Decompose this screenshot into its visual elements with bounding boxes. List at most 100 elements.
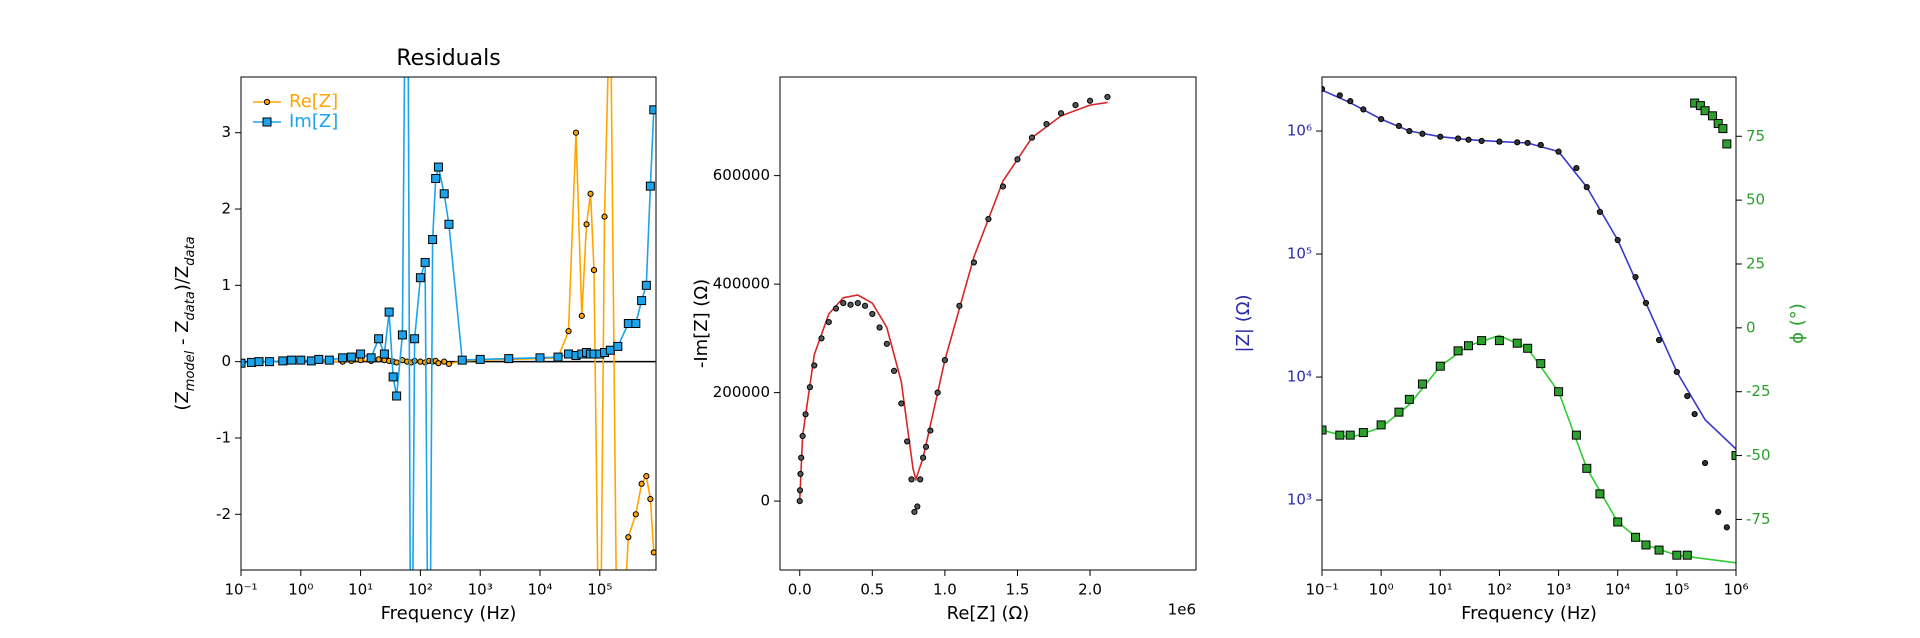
marker — [254, 357, 264, 367]
x-tick-label: 10² — [408, 581, 433, 599]
marker — [650, 549, 656, 556]
marker — [1536, 359, 1546, 369]
marker — [798, 454, 805, 461]
marker — [623, 319, 633, 328]
marker — [1360, 106, 1367, 113]
plot-area — [241, 77, 656, 570]
marker — [564, 349, 574, 359]
marker — [374, 334, 384, 344]
marker — [241, 358, 246, 368]
marker — [565, 328, 572, 335]
marker — [444, 219, 454, 229]
y-axis-label-part: |Z| (Ω) — [1233, 295, 1254, 353]
marker — [1654, 545, 1664, 555]
marker — [1419, 130, 1426, 137]
marker — [384, 307, 394, 317]
marker — [1454, 135, 1462, 142]
x-tick-label: 10⁶ — [1723, 581, 1748, 599]
x-tick-label: 1.5 — [1006, 581, 1030, 599]
x-tick-label: 2.0 — [1078, 581, 1102, 599]
marker — [645, 181, 655, 191]
marker — [796, 498, 803, 505]
marker — [854, 300, 861, 307]
marker — [908, 476, 915, 483]
marker — [1691, 410, 1698, 418]
marker — [1477, 336, 1487, 346]
marker — [1537, 141, 1544, 149]
marker — [1406, 127, 1413, 135]
marker — [1595, 489, 1605, 499]
marker — [324, 355, 334, 365]
marker — [1494, 336, 1504, 346]
x-tick-label: 10⁵ — [587, 581, 612, 599]
marker — [278, 356, 288, 366]
marker — [1358, 428, 1368, 438]
y-axis-label-part: (Z — [172, 391, 193, 410]
y-tick-label: 600000 — [713, 166, 770, 184]
marker — [1072, 102, 1079, 109]
x-tick-label: 10⁴ — [1605, 581, 1630, 599]
marker — [637, 296, 647, 306]
x-tick-label: 10⁰ — [1369, 581, 1394, 599]
chart-title: Residuals — [396, 46, 500, 71]
y-axis-label-part: - Z — [172, 320, 193, 350]
marker — [1104, 93, 1111, 101]
y-tick-label: 10⁵ — [1287, 245, 1312, 263]
y-axis-label: |Z| (Ω) — [1233, 295, 1254, 353]
y2-tick-label: 25 — [1746, 254, 1765, 272]
axes-frame — [1321, 76, 1737, 571]
marker — [583, 221, 590, 228]
marker — [356, 349, 366, 359]
marker — [428, 235, 438, 245]
marker — [1731, 451, 1736, 461]
marker — [306, 356, 316, 366]
marker — [1464, 341, 1474, 351]
marker — [911, 508, 918, 516]
marker — [504, 354, 514, 364]
marker — [1682, 550, 1692, 560]
marker — [1583, 184, 1590, 191]
marker — [1614, 236, 1621, 244]
marker — [1555, 148, 1562, 155]
marker — [1713, 118, 1723, 128]
y-axis-label-part: -Im[Z] (Ω) — [691, 279, 712, 368]
marker — [811, 362, 818, 369]
y-tick-label: -1 — [216, 428, 231, 446]
legend-marker — [262, 117, 272, 127]
x-tick-label: 0.0 — [788, 581, 812, 599]
marker — [1057, 110, 1065, 117]
marker — [1086, 97, 1094, 104]
legend-label: Im[Z] — [289, 111, 338, 132]
marker — [847, 301, 854, 308]
marker — [475, 354, 485, 364]
marker — [1723, 524, 1730, 531]
marker — [420, 257, 430, 267]
marker — [1554, 387, 1564, 397]
marker — [1641, 540, 1651, 550]
marker — [799, 432, 806, 440]
x-tick-label: 10³ — [1546, 581, 1571, 599]
marker — [1437, 133, 1444, 140]
marker — [825, 318, 832, 326]
marker — [1395, 122, 1403, 130]
x-tick-label: 10⁵ — [1664, 581, 1689, 599]
marker — [941, 356, 948, 364]
marker — [970, 259, 978, 266]
x-tick-label: 1.0 — [933, 581, 957, 599]
marker — [641, 280, 651, 290]
marker — [1596, 208, 1604, 216]
marker — [985, 215, 992, 223]
marker — [999, 183, 1007, 190]
marker — [605, 345, 615, 355]
marker — [1404, 394, 1414, 404]
x-tick-label: 10² — [1487, 581, 1512, 599]
marker — [638, 480, 645, 487]
marker — [1571, 430, 1581, 440]
marker — [632, 511, 639, 518]
y-tick-label: 400000 — [713, 275, 770, 293]
marker — [956, 302, 963, 309]
y2-tick-label: 50 — [1746, 191, 1765, 209]
marker — [1028, 134, 1036, 141]
